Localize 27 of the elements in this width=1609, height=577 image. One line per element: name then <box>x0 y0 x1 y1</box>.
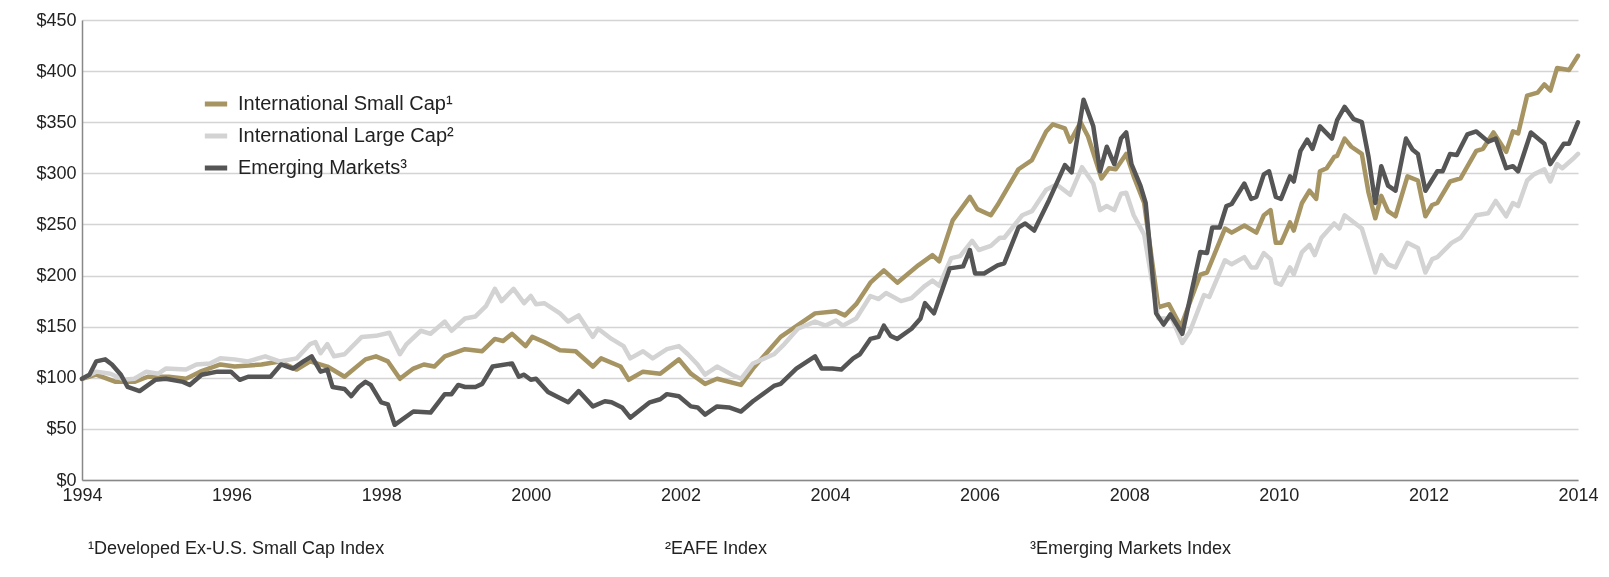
y-tick-label: $200 <box>36 265 77 286</box>
y-tick-label: $150 <box>36 316 77 337</box>
text: ³Emerging Markets Index <box>1030 538 1232 559</box>
legend-label: International Large Cap² <box>238 124 455 146</box>
x-tick-label: 2004 <box>810 484 851 505</box>
line-series <box>79 97 1581 428</box>
x-tick-label: 2014 <box>1558 484 1599 505</box>
y-tick-label: $100 <box>36 367 77 388</box>
y-tick-label: $300 <box>36 162 77 183</box>
y-tick-label: $250 <box>36 213 77 234</box>
x-tick-label: 2002 <box>660 484 701 505</box>
text: ¹Developed Ex-U.S. Small Cap Index <box>88 538 385 559</box>
line-series <box>79 53 1581 388</box>
x-tick-label: 1998 <box>361 484 402 505</box>
x-tick-label: 2000 <box>511 484 552 505</box>
y-tick-label: $400 <box>36 60 77 81</box>
y-tick-label: $450 <box>36 9 77 30</box>
y-tick-label: $50 <box>46 418 77 439</box>
y-tick-label: $350 <box>36 111 77 132</box>
text: ²EAFE Index <box>665 538 768 559</box>
x-tick-label: 2010 <box>1259 484 1300 505</box>
x-tick-label: 2006 <box>960 484 1001 505</box>
x-tick-label: 2008 <box>1109 484 1150 505</box>
x-tick-label: 1996 <box>212 484 253 505</box>
legend-label: Emerging Markets³ <box>238 156 408 178</box>
x-tick-label: 2012 <box>1408 484 1449 505</box>
legend-label: International Small Cap¹ <box>238 92 453 114</box>
